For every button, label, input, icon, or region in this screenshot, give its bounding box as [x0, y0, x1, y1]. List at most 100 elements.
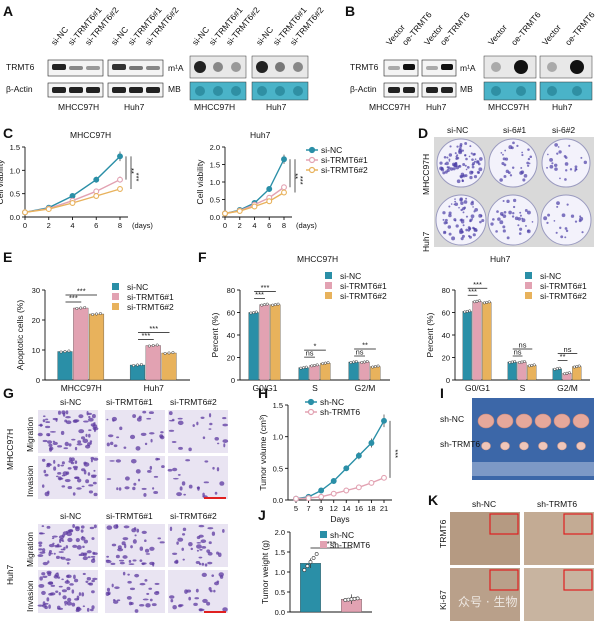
colony — [569, 168, 573, 171]
colony — [504, 149, 507, 152]
dot — [213, 62, 223, 72]
lane-label: Vector — [486, 22, 509, 47]
stained-cell — [167, 468, 173, 472]
stained-cell — [116, 524, 119, 529]
stained-cell — [88, 484, 94, 487]
legend-label: si-TRMT6#1 — [321, 155, 368, 165]
category-label: MHCC97H — [61, 383, 102, 393]
stained-cell — [139, 546, 144, 551]
stained-cell — [58, 592, 61, 596]
stained-cell — [208, 428, 212, 430]
replicate-point — [151, 344, 155, 347]
colony — [574, 220, 578, 223]
ihc-tile — [524, 568, 594, 621]
stained-cell — [67, 537, 73, 543]
column-label: si-6#1 — [503, 125, 526, 135]
colony — [559, 226, 562, 230]
stained-cell — [65, 416, 71, 419]
colony — [465, 157, 468, 161]
replicate-point — [271, 303, 275, 307]
stained-cell — [38, 544, 42, 547]
sig-label: ns — [306, 349, 314, 358]
stained-cell — [117, 548, 124, 552]
zoom-inset — [489, 569, 519, 591]
stained-cell — [91, 579, 95, 583]
data-point — [69, 193, 76, 199]
stained-cell — [81, 592, 85, 597]
colony — [458, 206, 460, 209]
column-label: si-NC — [447, 125, 468, 135]
stained-cell — [78, 592, 82, 596]
stained-cell — [201, 562, 205, 566]
replicate-point — [510, 360, 514, 364]
colony — [473, 210, 476, 213]
stained-cell — [122, 555, 128, 559]
x-axis-label: (days) — [296, 221, 317, 230]
zoom-inset — [563, 569, 593, 591]
stained-cell — [151, 603, 157, 607]
dot — [195, 86, 205, 96]
stained-cell — [65, 545, 69, 549]
data-point — [117, 153, 123, 160]
colony — [465, 168, 468, 171]
stained-cell — [145, 553, 151, 555]
row-label: Huh7 — [421, 231, 431, 252]
stained-cell — [182, 558, 185, 561]
colony — [507, 171, 511, 175]
x-tick-label: 4 — [252, 221, 256, 230]
colony — [470, 170, 474, 174]
stained-cell — [50, 584, 56, 587]
stained-cell — [198, 608, 203, 612]
replicate-point — [376, 364, 380, 368]
data-point — [343, 465, 350, 472]
panel-a-western-blot: si-NC si-TRMT6#1 si-TRMT6#2 si-NC si-TRM… — [6, 5, 181, 112]
stained-cell — [93, 552, 98, 555]
colony — [504, 157, 509, 161]
data-point — [281, 156, 287, 163]
stained-cell — [89, 526, 95, 530]
stained-cell — [198, 556, 203, 559]
stained-cell — [72, 544, 78, 548]
column-label: si-NC — [60, 397, 81, 407]
bar — [145, 345, 161, 381]
dot — [256, 61, 268, 73]
stained-cell — [78, 553, 82, 557]
colony-dish — [436, 138, 486, 188]
replicate-point — [265, 302, 269, 306]
stained-cell — [206, 601, 211, 606]
stained-cell — [55, 555, 60, 560]
data-point — [330, 490, 337, 497]
stained-cell — [110, 562, 116, 565]
replicate-point — [315, 363, 319, 367]
stained-cell — [82, 605, 86, 608]
bar — [507, 361, 517, 381]
colony — [464, 154, 467, 157]
colony — [478, 167, 483, 172]
tumor-sh-nc — [553, 413, 571, 429]
stained-cell — [213, 589, 216, 593]
y-tick-label: 2.0 — [275, 528, 285, 537]
x-tick-label: 16 — [355, 504, 363, 513]
y-tick-label: 80 — [227, 286, 235, 295]
colony — [556, 205, 559, 208]
replicate-point — [302, 568, 307, 572]
stained-cell — [58, 585, 63, 588]
colony — [458, 165, 461, 167]
colony — [499, 220, 504, 225]
dot — [547, 62, 557, 72]
y-tick-label: 40 — [227, 331, 235, 340]
stained-cell — [62, 595, 67, 600]
stained-cell — [74, 446, 78, 451]
replicate-point — [567, 371, 571, 375]
stained-cell — [214, 491, 218, 495]
y-tick-label: 0.5 — [275, 588, 285, 597]
colony — [467, 229, 470, 232]
stained-cell — [61, 474, 66, 477]
stained-cell — [57, 463, 60, 467]
colony — [529, 155, 533, 159]
stained-cell — [118, 487, 122, 491]
stained-cell — [58, 551, 64, 553]
stained-cell — [83, 469, 87, 475]
colony — [512, 205, 516, 209]
replicate-point — [132, 364, 135, 367]
